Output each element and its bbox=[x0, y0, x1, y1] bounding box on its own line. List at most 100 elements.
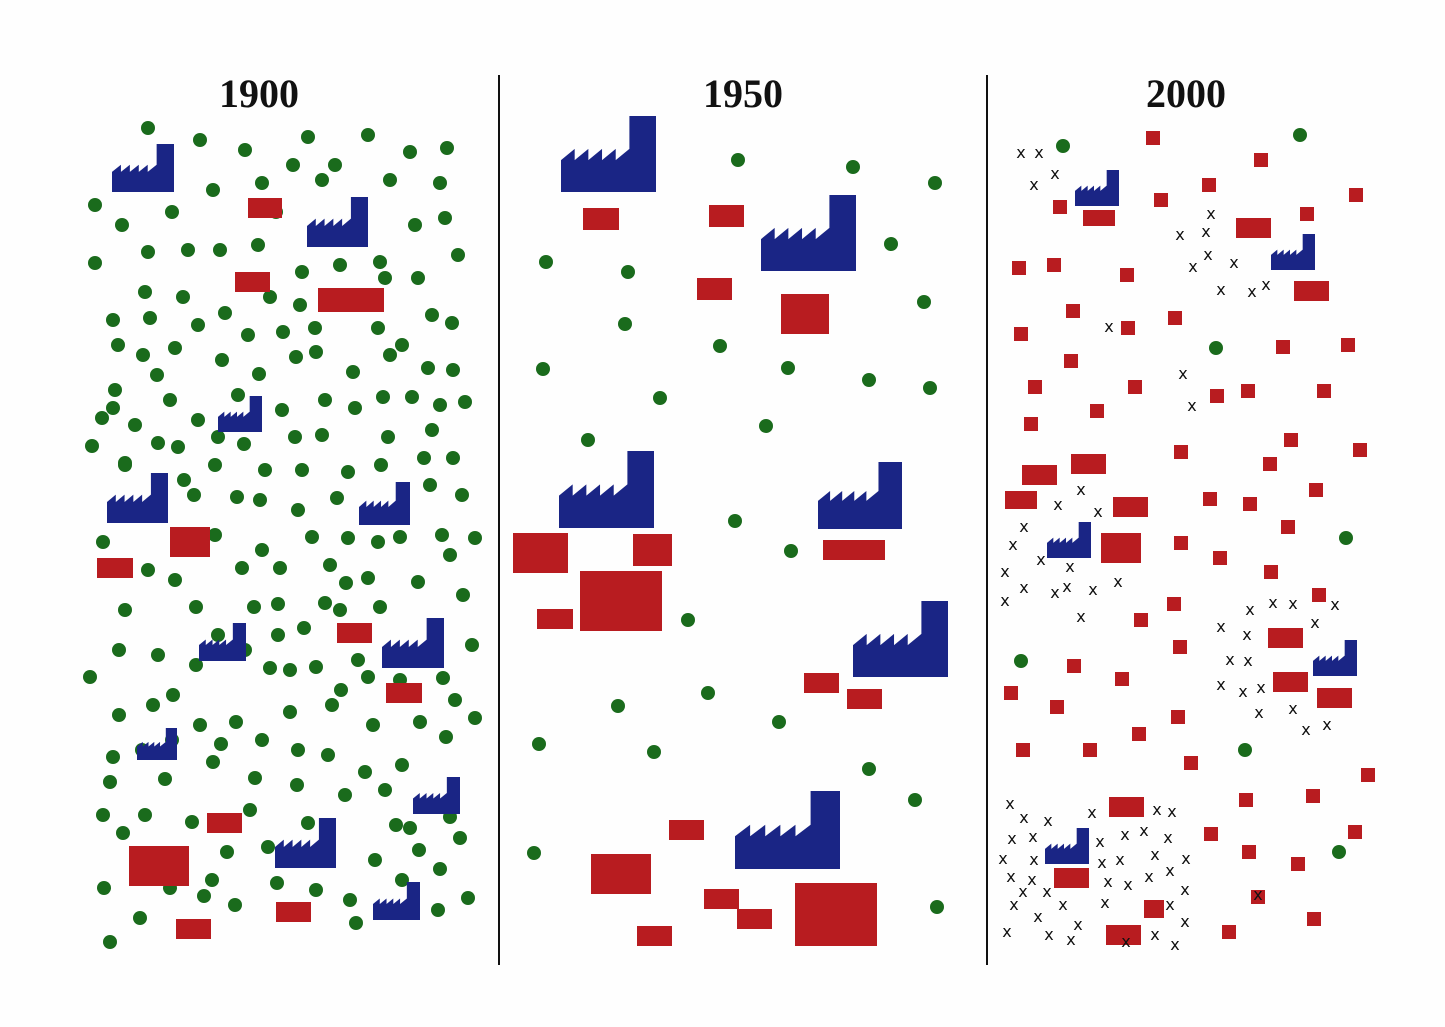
tree-icon bbox=[251, 238, 265, 252]
tree-icon bbox=[295, 265, 309, 279]
tree-icon bbox=[115, 218, 129, 232]
tree-icon bbox=[181, 243, 195, 257]
x-mark: x bbox=[1254, 703, 1263, 722]
tree-icon bbox=[713, 339, 727, 353]
tree-icon bbox=[185, 815, 199, 829]
tree-icon bbox=[681, 613, 695, 627]
building-icon bbox=[1083, 210, 1115, 226]
tree-icon bbox=[341, 465, 355, 479]
tree-icon bbox=[116, 826, 130, 840]
building-icon bbox=[737, 909, 772, 929]
factory-icon bbox=[382, 618, 444, 668]
tree-icon bbox=[361, 670, 375, 684]
tree-icon bbox=[371, 535, 385, 549]
tree-icon bbox=[536, 362, 550, 376]
tree-icon bbox=[263, 290, 277, 304]
tree-icon bbox=[395, 873, 409, 887]
tree-icon bbox=[191, 318, 205, 332]
tree-icon bbox=[411, 575, 425, 589]
tree-icon bbox=[103, 935, 117, 949]
tree-icon bbox=[150, 368, 164, 382]
tree-icon bbox=[263, 661, 277, 675]
x-mark: x bbox=[1152, 800, 1161, 819]
x-mark: x bbox=[1044, 925, 1053, 944]
tree-icon bbox=[141, 563, 155, 577]
building-icon bbox=[1241, 384, 1255, 398]
tree-icon bbox=[141, 245, 155, 259]
x-mark: x bbox=[1225, 650, 1234, 669]
tree-icon bbox=[884, 237, 898, 251]
building-icon bbox=[1306, 789, 1320, 803]
x-mark: x bbox=[1167, 802, 1176, 821]
tree-icon bbox=[917, 295, 931, 309]
building-icon bbox=[1264, 565, 1278, 579]
tree-icon bbox=[433, 862, 447, 876]
x-mark: x bbox=[1178, 364, 1187, 383]
factory-icon bbox=[373, 882, 420, 920]
building-icon bbox=[97, 558, 133, 578]
building-icon bbox=[1154, 193, 1168, 207]
x-mark: x bbox=[1100, 893, 1109, 912]
tree-icon bbox=[468, 531, 482, 545]
building-icon bbox=[1174, 445, 1188, 459]
x-mark: x bbox=[1175, 225, 1184, 244]
building-icon bbox=[537, 609, 573, 629]
factory-icon bbox=[112, 144, 174, 192]
building-icon bbox=[1012, 261, 1026, 275]
x-mark: x bbox=[1005, 794, 1014, 813]
tree-icon bbox=[431, 903, 445, 917]
tree-icon bbox=[208, 528, 222, 542]
building-icon bbox=[1284, 433, 1298, 447]
building-icon bbox=[1276, 340, 1290, 354]
tree-icon bbox=[413, 715, 427, 729]
tree-icon bbox=[253, 493, 267, 507]
tree-icon bbox=[451, 248, 465, 262]
tree-icon bbox=[928, 176, 942, 190]
factory-icon bbox=[1045, 828, 1089, 864]
tree-icon bbox=[315, 428, 329, 442]
tree-icon bbox=[647, 745, 661, 759]
tree-icon bbox=[366, 718, 380, 732]
x-mark: x bbox=[1253, 885, 1262, 904]
tree-icon bbox=[405, 390, 419, 404]
tree-icon bbox=[371, 321, 385, 335]
x-mark: x bbox=[1087, 803, 1096, 822]
tree-icon bbox=[208, 458, 222, 472]
building-icon bbox=[1054, 868, 1089, 888]
tree-icon bbox=[611, 699, 625, 713]
building-icon bbox=[1210, 389, 1224, 403]
tree-icon bbox=[448, 693, 462, 707]
tree-icon bbox=[83, 670, 97, 684]
x-mark: x bbox=[1027, 870, 1036, 889]
x-mark: x bbox=[1256, 678, 1265, 697]
x-mark: x bbox=[1036, 550, 1045, 569]
x-mark: x bbox=[1018, 882, 1027, 901]
building-icon bbox=[1022, 465, 1057, 485]
building-icon bbox=[709, 205, 744, 227]
x-mark: x bbox=[1043, 811, 1052, 830]
tree-icon bbox=[351, 653, 365, 667]
building-icon bbox=[1109, 797, 1144, 817]
building-icon bbox=[804, 673, 839, 693]
building-icon bbox=[1204, 827, 1218, 841]
tree-icon bbox=[435, 528, 449, 542]
tree-icon bbox=[288, 430, 302, 444]
building-icon bbox=[1341, 338, 1355, 352]
building-icon bbox=[1024, 417, 1038, 431]
tree-icon bbox=[381, 430, 395, 444]
tree-icon bbox=[445, 316, 459, 330]
factory-icon bbox=[761, 195, 856, 271]
tree-icon bbox=[403, 821, 417, 835]
x-mark: x bbox=[1065, 557, 1074, 576]
x-mark: x bbox=[1000, 591, 1009, 610]
tree-icon bbox=[97, 881, 111, 895]
building-icon bbox=[1317, 688, 1352, 708]
building-icon bbox=[1312, 588, 1326, 602]
x-mark: x bbox=[1088, 580, 1097, 599]
tree-icon bbox=[261, 840, 275, 854]
tree-icon bbox=[215, 353, 229, 367]
tree-icon bbox=[193, 718, 207, 732]
tree-icon bbox=[923, 381, 937, 395]
tree-icon bbox=[1332, 845, 1346, 859]
